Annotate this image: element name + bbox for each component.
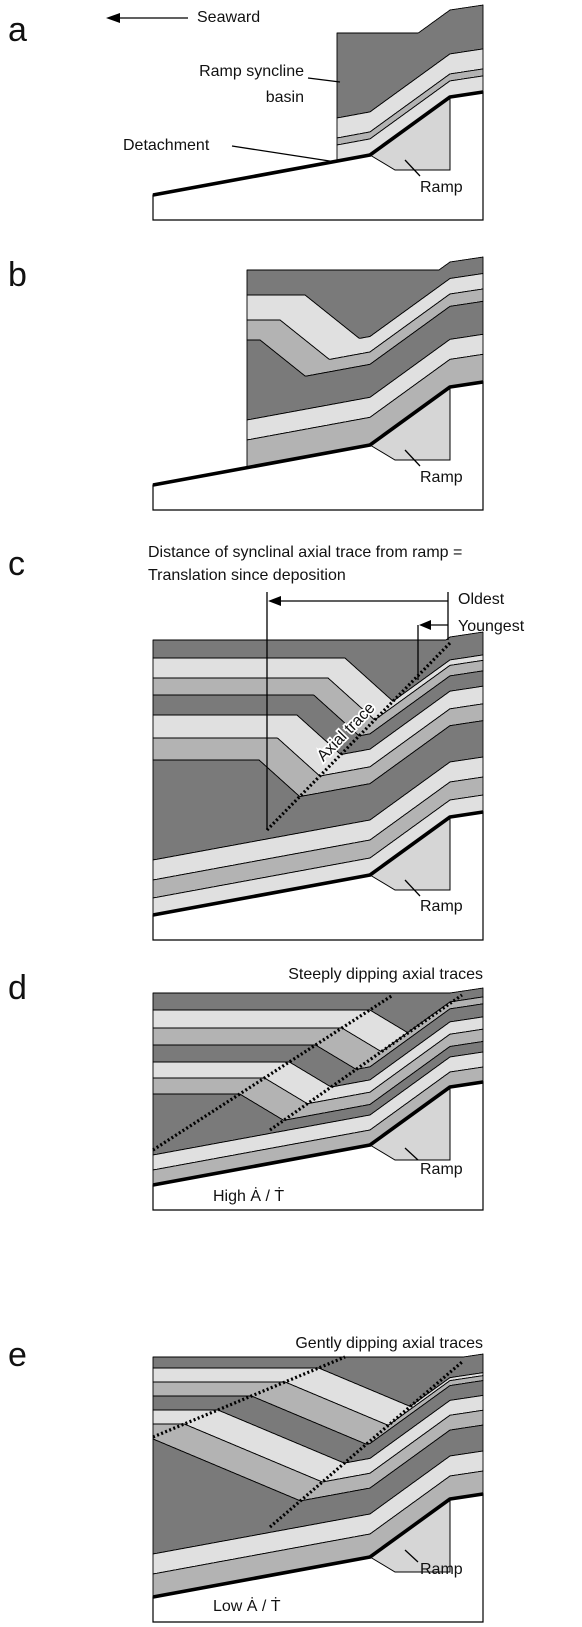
arrowhead [106, 13, 120, 23]
panel-letter: c [8, 545, 25, 583]
panel-letter: d [8, 969, 27, 1007]
leader [307, 77, 341, 83]
label: Low Ȧ / Ṫ [213, 1596, 281, 1615]
label: Ramp syncline [199, 63, 304, 80]
panel-letter: a [8, 11, 27, 49]
panel-c: c Distance of synclinal axial trace from… [8, 544, 525, 941]
axial-trace [152, 1355, 346, 1439]
leader [404, 879, 421, 897]
leader [404, 1147, 419, 1161]
panel-letter: b [8, 256, 27, 294]
strata [152, 987, 484, 1211]
label: Ramp [420, 898, 463, 915]
label: High Ȧ / Ṫ [213, 1186, 284, 1205]
leader [231, 145, 337, 163]
leader [404, 1549, 419, 1563]
panel-a: a Seaward Ramp syncline basin Detachment… [8, 4, 484, 221]
panel-e: e Gently dipping axial traces Low Ȧ / Ṫ … [8, 1335, 484, 1623]
panel-d: d Steeply dipping axial traces High Ȧ / … [8, 966, 484, 1211]
detachment [152, 810, 484, 917]
panel-letter: e [8, 1336, 27, 1374]
strata [152, 256, 484, 511]
label: basin [266, 89, 304, 106]
label: Detachment [123, 137, 210, 154]
detachment [152, 1080, 484, 1187]
axial-trace [152, 993, 394, 1152]
label: Oldest [458, 591, 505, 608]
detachment [152, 380, 484, 487]
label: Youngest [458, 618, 525, 635]
strata [152, 4, 484, 221]
axial-trace [269, 993, 463, 1132]
leader [404, 449, 421, 467]
label: Ramp [420, 1561, 463, 1578]
arrowhead [419, 620, 431, 630]
label: Ramp [420, 179, 463, 196]
detachment [152, 90, 484, 197]
caption: Translation since deposition [148, 567, 346, 584]
title: Steeply dipping axial traces [288, 966, 483, 983]
caption: Distance of synclinal axial trace from r… [148, 544, 462, 561]
strata [152, 631, 484, 941]
title: Gently dipping axial traces [295, 1335, 483, 1352]
arrowhead [268, 596, 281, 606]
strata [152, 1353, 484, 1623]
detachment [152, 1492, 484, 1599]
panel-b: b Ramp [8, 256, 484, 511]
label: Seaward [197, 9, 260, 26]
leader [404, 159, 421, 177]
label: Ramp [420, 469, 463, 486]
label: Ramp [420, 1161, 463, 1178]
